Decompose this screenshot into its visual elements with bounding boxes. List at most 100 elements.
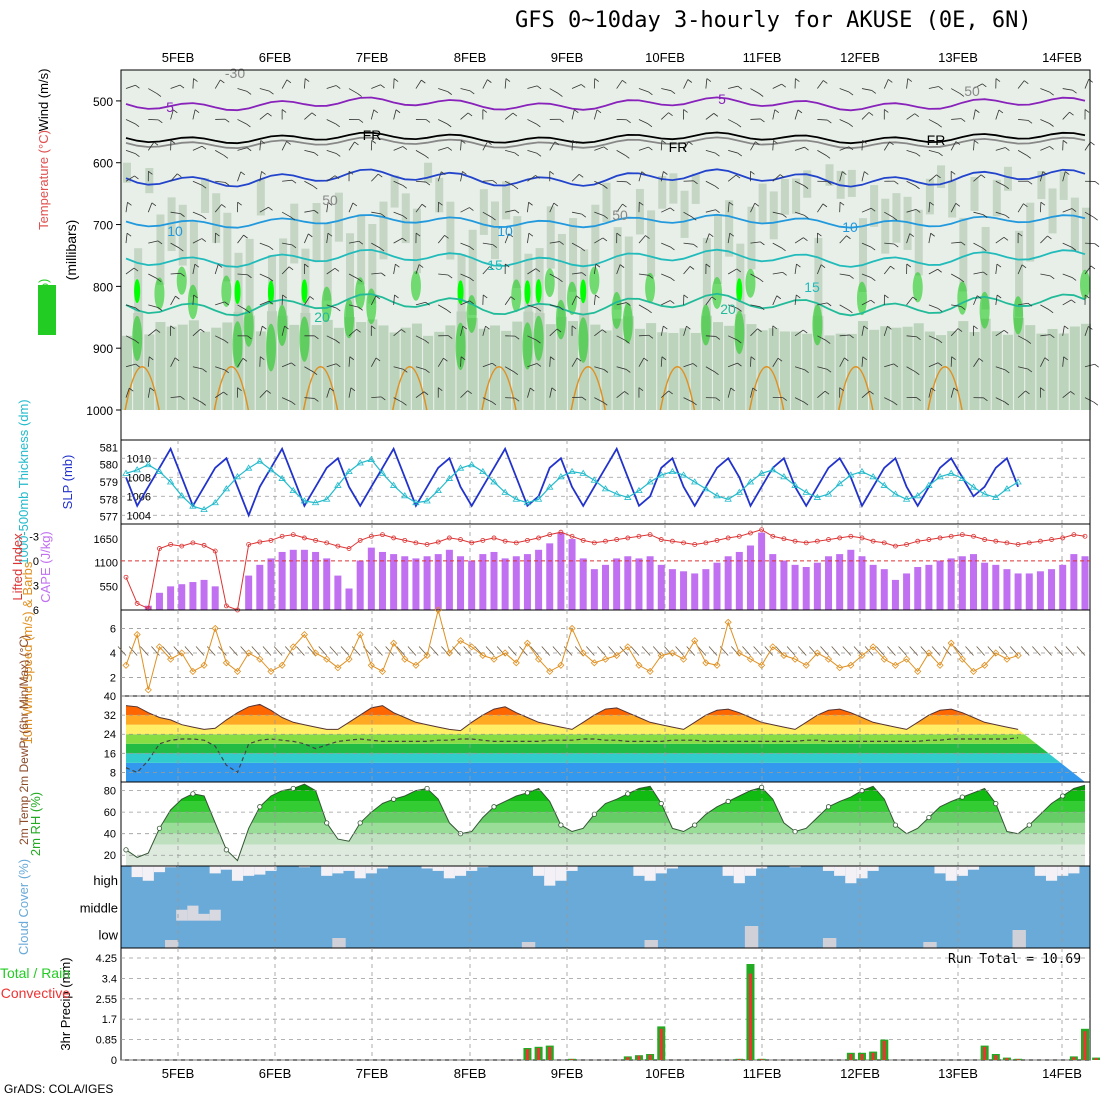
wind-barb-10m xyxy=(831,646,840,656)
cape-bar xyxy=(267,558,275,610)
wind-barb xyxy=(237,119,247,125)
rh-shade xyxy=(702,238,711,332)
wind-barb xyxy=(839,387,844,391)
precip-convective-bar xyxy=(849,1054,853,1060)
wind-barb xyxy=(713,113,719,117)
wind-speed-point xyxy=(423,651,431,660)
wind-barb xyxy=(906,209,917,213)
wind-barb xyxy=(661,140,667,144)
thickness-point xyxy=(668,467,677,475)
wind-speed-point xyxy=(568,624,576,632)
wind-barb xyxy=(795,78,800,82)
thickness-point xyxy=(144,460,153,468)
cloud-high-bar xyxy=(566,866,578,871)
wind-barb xyxy=(670,207,675,212)
rh-shade xyxy=(870,185,879,227)
lifted-index-line xyxy=(125,529,1086,611)
wind-barb-10m xyxy=(117,646,127,656)
rh-shade xyxy=(569,218,578,292)
wind-barb xyxy=(571,272,583,275)
wind-barb xyxy=(602,329,607,334)
rh-shade xyxy=(156,214,165,285)
cape-bar xyxy=(501,558,509,610)
wind-barb xyxy=(683,326,687,336)
wind-barb xyxy=(326,149,337,154)
wind-barb xyxy=(504,296,512,306)
lifted-index-point xyxy=(1082,533,1088,539)
lifted-index-point xyxy=(692,542,698,547)
wind-barb xyxy=(638,304,648,311)
wind-barb xyxy=(803,237,808,241)
cloud-high-bar xyxy=(153,866,166,873)
rh-shade xyxy=(222,322,233,410)
wind-barb xyxy=(505,149,515,154)
cape-bar xyxy=(1059,564,1067,610)
top-day-label: 14FEB xyxy=(1042,50,1082,65)
cloud-high-bar xyxy=(354,866,366,879)
wind-barb xyxy=(403,368,408,373)
wind-barb xyxy=(892,401,898,406)
cape-bar xyxy=(523,554,531,610)
wind-speed-point xyxy=(724,618,732,626)
wind-barb xyxy=(861,390,870,398)
wind-barb-10m xyxy=(931,646,941,656)
wind-speed-point xyxy=(512,659,520,667)
rh-shade xyxy=(423,335,434,410)
wind-barb-10m xyxy=(229,646,238,656)
thickness-point xyxy=(969,483,978,490)
wind-barb xyxy=(624,391,629,395)
wind-barb xyxy=(348,387,352,398)
wind-barb xyxy=(871,90,877,94)
wind-barb xyxy=(973,83,983,89)
slp-tick-label: 1010 xyxy=(127,453,151,465)
rh-tick-label: 60 xyxy=(104,807,116,819)
rh-shade xyxy=(713,322,724,410)
wind-barb xyxy=(489,266,494,270)
lifted-index-point xyxy=(480,537,486,543)
wind-speed-point xyxy=(925,649,933,657)
rh-shade xyxy=(913,323,924,410)
wind-barb xyxy=(571,174,580,182)
wind-barb xyxy=(504,78,507,89)
rh-shade xyxy=(557,233,566,324)
wind-barb xyxy=(153,141,159,146)
wind-barb xyxy=(647,309,652,314)
wind-barb xyxy=(861,325,865,336)
cape-bar xyxy=(1070,554,1078,610)
rh-shade xyxy=(902,326,913,410)
wind-barb xyxy=(869,390,874,395)
wind-barb xyxy=(616,232,622,237)
wind-barb-10m xyxy=(842,646,852,656)
rh-high xyxy=(580,279,587,304)
wind-barb xyxy=(928,202,931,213)
cape-bar xyxy=(1048,569,1056,610)
cloud-high-bar xyxy=(365,866,377,874)
wind-barb xyxy=(371,84,381,89)
wind-barb xyxy=(437,235,445,244)
bottom-day-label: 5FEB xyxy=(162,1066,195,1081)
cape-bar xyxy=(613,558,621,610)
wind-barb xyxy=(1018,119,1029,121)
wind-barb xyxy=(688,141,693,146)
wind-barb xyxy=(580,84,586,88)
wind-barb xyxy=(957,328,963,332)
wind-barb xyxy=(281,266,290,275)
precip-convective-bar xyxy=(1005,1058,1009,1060)
wind-barb xyxy=(286,141,291,145)
lifted-index-point xyxy=(803,540,809,546)
rh-shade xyxy=(424,162,433,183)
wind-barb xyxy=(1090,141,1095,146)
rh-shade xyxy=(924,331,935,410)
wind-barb xyxy=(527,149,538,154)
lifted-index-point xyxy=(647,532,653,538)
thickness-point xyxy=(479,467,487,475)
lifted-index-point xyxy=(848,533,854,539)
wind-barb xyxy=(559,118,564,123)
wind-barb xyxy=(348,141,355,151)
wind-barb xyxy=(1072,89,1077,94)
bottom-day-label: 6FEB xyxy=(259,1066,292,1081)
top-day-label: 7FEB xyxy=(356,50,389,65)
wind-barb xyxy=(794,294,797,305)
wind-barb xyxy=(772,358,779,367)
cape-bar xyxy=(746,545,754,610)
